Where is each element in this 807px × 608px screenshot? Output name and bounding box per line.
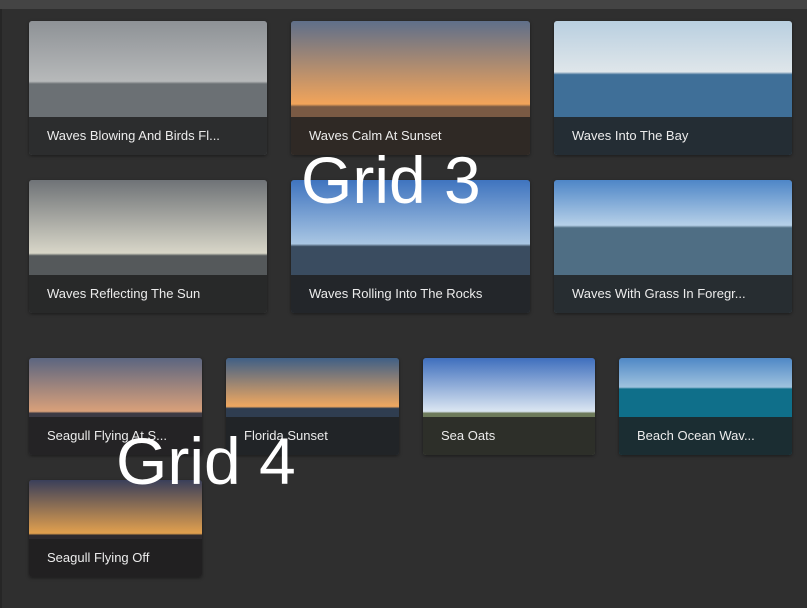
grid4-card[interactable]: Florida Sunset	[226, 358, 399, 455]
card-title: Waves With Grass In Foregr...	[554, 275, 792, 313]
grid3-card[interactable]: Waves With Grass In Foregr...	[554, 180, 792, 313]
card-title: Florida Sunset	[226, 417, 399, 455]
card-title: Seagull Flying At S...	[29, 417, 202, 455]
left-panel-edge	[0, 9, 2, 608]
card-title: Sea Oats	[423, 417, 595, 455]
card-title: Seagull Flying Off	[29, 539, 202, 577]
grid4-card[interactable]: Beach Ocean Wav...	[619, 358, 792, 455]
grid3-card[interactable]: Waves Reflecting The Sun	[29, 180, 267, 313]
card-title: Waves Into The Bay	[554, 117, 792, 155]
card-title: Waves Blowing And Birds Fl...	[29, 117, 267, 155]
card-title: Waves Calm At Sunset	[291, 117, 530, 155]
card-title: Waves Rolling Into The Rocks	[291, 275, 530, 313]
grid3-card[interactable]: Waves Rolling Into The Rocks	[291, 180, 530, 313]
top-toolbar-strip	[0, 0, 807, 9]
grid4-card[interactable]: Sea Oats	[423, 358, 595, 455]
grid4-card[interactable]: Seagull Flying At S...	[29, 358, 202, 455]
grid3-card[interactable]: Waves Into The Bay	[554, 21, 792, 155]
card-title: Beach Ocean Wav...	[619, 417, 792, 455]
card-title: Waves Reflecting The Sun	[29, 275, 267, 313]
grid3-card[interactable]: Waves Calm At Sunset	[291, 21, 530, 155]
grid3-card[interactable]: Waves Blowing And Birds Fl...	[29, 21, 267, 155]
grid4-card[interactable]: Seagull Flying Off	[29, 480, 202, 577]
